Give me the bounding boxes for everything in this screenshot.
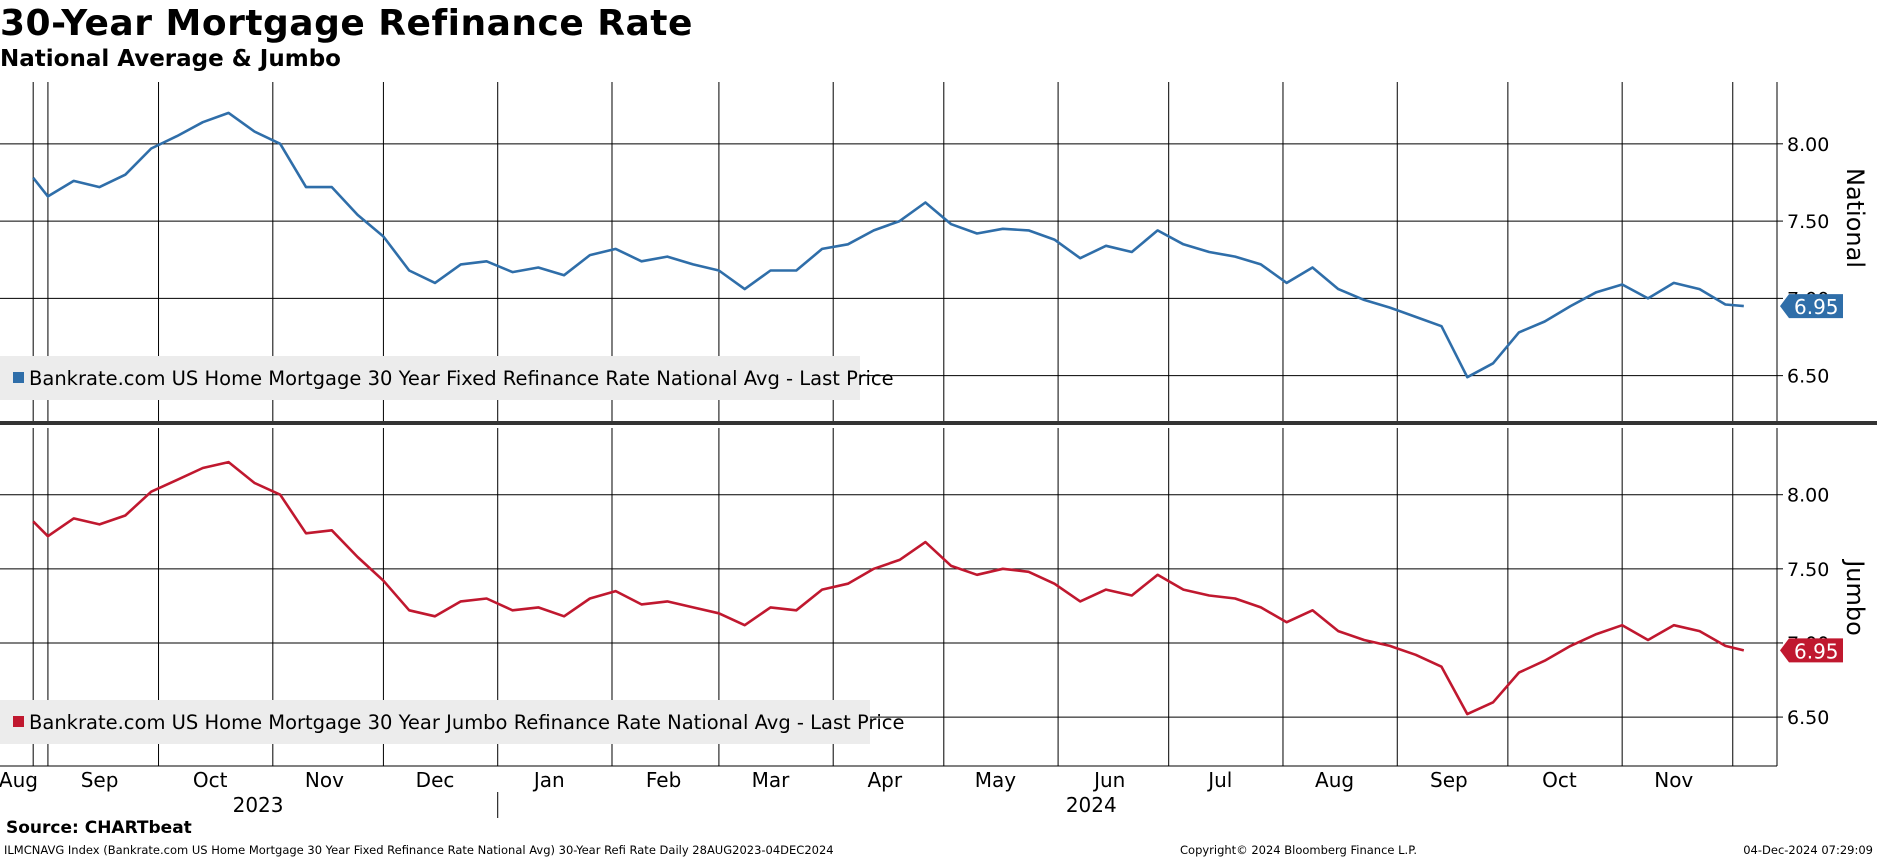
y-tick-label: 6.50 (1787, 366, 1829, 388)
legend-label: Bankrate.com US Home Mortgage 30 Year Ju… (29, 711, 905, 734)
y-tick-label: 8.00 (1787, 134, 1829, 156)
panel-divider (0, 421, 1877, 425)
jumbo-series-line (32, 460, 1745, 716)
national-series-line (32, 111, 1744, 379)
x-month-label: Mar (752, 768, 791, 792)
last-value-badge (1780, 294, 1843, 319)
series-axis-label: Jumbo (1841, 558, 1869, 636)
last-value-label: 6.95 (1794, 295, 1839, 319)
x-month-label: Jul (1206, 768, 1232, 792)
x-month-label: Aug (1315, 768, 1354, 792)
x-month-label: Aug (0, 768, 38, 792)
series-axis-label: National (1841, 168, 1869, 268)
x-month-label: Oct (193, 768, 228, 792)
legend-swatch (13, 716, 24, 727)
x-month-label: May (975, 768, 1017, 792)
x-month-label: Dec (416, 768, 455, 792)
chart-title: 30-Year Mortgage Refinance Rate (0, 3, 693, 44)
y-tick-label: 7.50 (1787, 211, 1829, 233)
last-value-label: 6.95 (1794, 639, 1839, 663)
x-year-label: 2023 (233, 793, 284, 817)
x-month-label: Nov (1654, 768, 1693, 792)
x-month-label: Nov (305, 768, 344, 792)
footer-index-description: ILMCNAVG Index (Bankrate.com US Home Mor… (4, 843, 834, 857)
x-month-label: Feb (646, 768, 681, 792)
source-note: Source: CHARTbeat (6, 818, 192, 838)
x-month-label: Jun (1092, 768, 1125, 792)
x-month-label: Apr (868, 768, 903, 792)
legend-box (0, 356, 860, 400)
footer-timestamp: 04-Dec-2024 07:29:09 (1743, 843, 1873, 857)
y-tick-label: 6.50 (1787, 707, 1829, 729)
x-month-label: Oct (1542, 768, 1577, 792)
x-month-label: Sep (1430, 768, 1468, 792)
x-year-label: 2024 (1066, 793, 1117, 817)
footer-copyright: Copyright© 2024 Bloomberg Finance L.P. (1180, 843, 1417, 857)
y-tick-label: 7.50 (1787, 559, 1829, 581)
y-tick-label: 8.00 (1787, 485, 1829, 507)
legend-swatch (13, 372, 24, 383)
legend-label: Bankrate.com US Home Mortgage 30 Year Fi… (29, 367, 894, 390)
x-month-label: Sep (81, 768, 119, 792)
legend-box (0, 700, 870, 744)
last-value-badge (1780, 638, 1843, 663)
chart-subtitle: National Average & Jumbo (0, 46, 341, 72)
x-month-label: Jan (532, 768, 565, 792)
